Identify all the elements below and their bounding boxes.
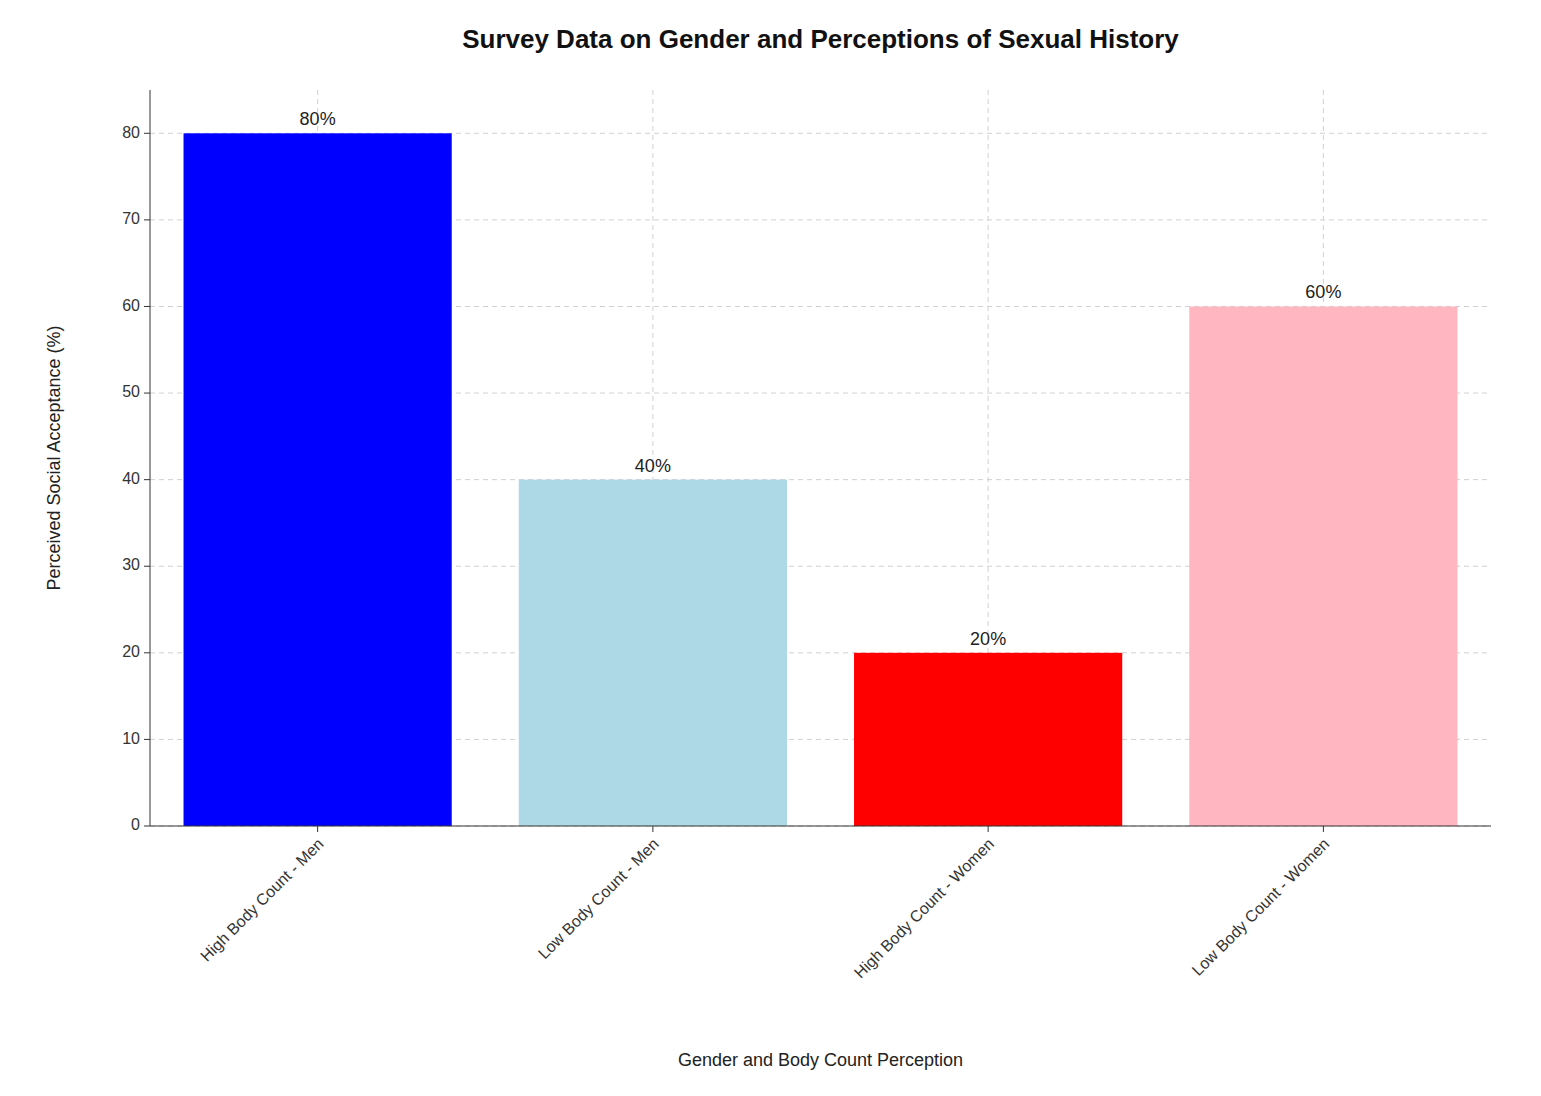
- x-tick: [1323, 826, 1324, 832]
- y-tick: [144, 566, 150, 567]
- x-tick-label: Low Body Count - Men: [535, 835, 662, 962]
- y-tick-label: 60: [122, 297, 140, 314]
- bar: [1189, 306, 1457, 826]
- x-tick: [317, 826, 318, 832]
- x-tick-label: High Body Count - Men: [197, 835, 327, 965]
- y-axis-label: Perceived Social Acceptance (%): [44, 325, 64, 590]
- x-tick: [988, 826, 989, 832]
- grid-line-y: [150, 826, 1491, 827]
- data-label: 80%: [300, 109, 336, 129]
- data-label: 60%: [1305, 282, 1341, 302]
- y-tick: [144, 479, 150, 480]
- y-tick: [144, 219, 150, 220]
- x-axis-line: [150, 826, 1491, 827]
- y-tick: [144, 393, 150, 394]
- data-label: 20%: [970, 629, 1006, 649]
- chart: 80% 40% 20% 60% 0 10 20 30 40 50 60 70 80 High Body C…: [0, 0, 1541, 1096]
- bar: [519, 480, 787, 826]
- y-tick: [144, 306, 150, 307]
- y-axis-line: [150, 90, 151, 826]
- axes: 0 10 20 30 40 50 60 70 80 High Body Count - Men Lo…: [122, 90, 1491, 981]
- y-tick-label: 20: [122, 643, 140, 660]
- title: Survey Data on Gender and Perceptions of…: [462, 24, 1179, 54]
- y-tick-label: 0: [131, 816, 140, 833]
- y-tick-label: 30: [122, 556, 140, 573]
- y-tick-label: 70: [122, 210, 140, 227]
- y-tick: [144, 739, 150, 740]
- x-tick-label: Low Body Count - Women: [1189, 835, 1333, 979]
- x-axis-label: Gender and Body Count Perception: [678, 1050, 963, 1070]
- y-tick-label: 80: [122, 124, 140, 141]
- data-label: 40%: [635, 456, 671, 476]
- y-tick-label: 10: [122, 730, 140, 747]
- data-labels: 80% 40% 20% 60%: [300, 109, 1342, 649]
- y-tick: [144, 133, 150, 134]
- x-tick-label: High Body Count - Women: [851, 835, 997, 981]
- y-tick-label: 50: [122, 383, 140, 400]
- y-tick-label: 40: [122, 470, 140, 487]
- grid: [150, 90, 1491, 826]
- x-tick: [652, 826, 653, 832]
- y-tick: [144, 826, 150, 827]
- bar: [184, 133, 452, 826]
- y-tick: [144, 652, 150, 653]
- bar: [854, 653, 1122, 826]
- bars: [184, 133, 1458, 826]
